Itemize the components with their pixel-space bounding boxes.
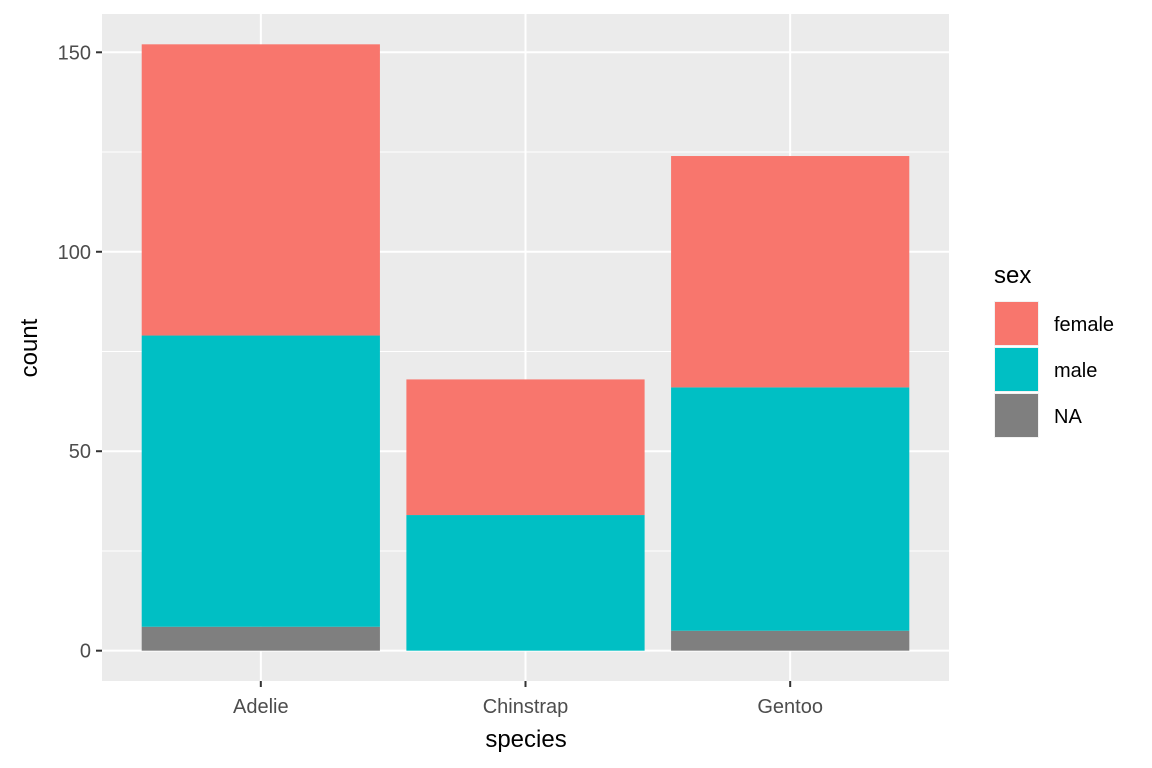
y-tick-label: 150 (58, 42, 91, 64)
x-axis-title: species (485, 726, 566, 753)
x-axis: Adelie Chinstrap Gentoo (233, 681, 823, 718)
y-axis: 0 50 100 150 (58, 42, 102, 663)
legend-swatch-female (995, 302, 1038, 345)
bar-gentoo-female (671, 156, 910, 388)
bars (141, 44, 910, 651)
x-tick-label: Adelie (233, 696, 289, 718)
bar-adelie-female (141, 44, 380, 336)
y-tick-label: 0 (80, 641, 91, 663)
legend-title: sex (994, 262, 1031, 289)
bar-gentoo-na (671, 630, 910, 651)
bar-chinstrap-male (406, 515, 645, 651)
bar-adelie-na (141, 626, 380, 651)
bar-chinstrap-female (406, 379, 645, 516)
legend: sex female male NA (994, 262, 1114, 438)
legend-label-male: male (1054, 360, 1097, 382)
legend-swatch-male (995, 348, 1038, 391)
x-tick-label: Gentoo (757, 696, 823, 718)
legend-label-female: female (1054, 314, 1114, 336)
bar-gentoo-male (671, 387, 910, 631)
x-tick-label: Chinstrap (483, 696, 569, 718)
y-tick-label: 100 (58, 242, 91, 264)
y-axis-title: count (16, 318, 43, 377)
legend-label-na: NA (1054, 406, 1082, 428)
bar-adelie-male (141, 335, 380, 627)
y-tick-label: 50 (69, 441, 91, 463)
legend-swatch-na (995, 394, 1038, 437)
